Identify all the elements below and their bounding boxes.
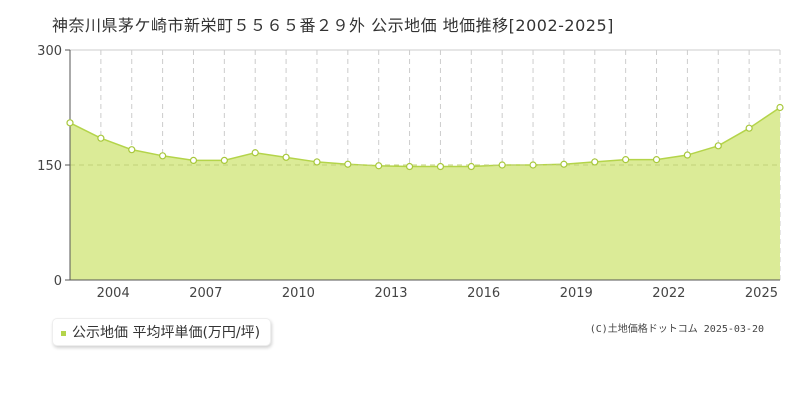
data-point (652, 156, 661, 164)
data-point (220, 156, 228, 164)
data-point (344, 160, 352, 168)
x-tick-label: 2004 (97, 286, 130, 301)
data-point (97, 134, 105, 142)
data-point (683, 151, 691, 159)
x-tick-label: 2019 (560, 286, 593, 301)
data-point (591, 158, 599, 166)
x-tick-label: 2022 (652, 286, 685, 301)
data-point (313, 158, 321, 166)
x-tick-label: 2016 (467, 286, 500, 301)
data-point (66, 119, 74, 127)
data-point (622, 156, 630, 164)
data-point (560, 160, 568, 168)
y-tick-label: 300 (37, 44, 62, 59)
data-point (251, 149, 259, 157)
y-tick-label: 150 (37, 159, 62, 174)
data-point (128, 146, 136, 154)
data-point (405, 162, 414, 171)
chart-legend: 公示地価 平均坪単価(万円/坪) (52, 318, 272, 346)
series-area (70, 107, 780, 280)
series-line (69, 106, 781, 168)
data-point (498, 161, 506, 169)
data-point (776, 103, 784, 112)
x-tick-label: 2025 (745, 286, 778, 301)
axis-layer (65, 49, 780, 281)
data-point (159, 152, 167, 160)
chart-title: 神奈川県茅ケ崎市新栄町５５６５番２９外 公示地価 地価推移[2002-2025] (52, 16, 614, 35)
legend-label: 公示地価 平均坪単価(万円/坪) (72, 325, 261, 341)
data-point (467, 162, 475, 171)
data-point (436, 162, 445, 171)
data-point (282, 153, 290, 161)
x-tick-label: 2013 (374, 286, 407, 301)
data-point (529, 161, 537, 169)
marker-layer (66, 103, 784, 171)
y-tick-label: 0 (54, 274, 62, 289)
data-point (745, 124, 753, 132)
label-layer: 0 150 300 2004 2007 2010 2013 2016 2019 2022 2025 (37, 44, 778, 301)
area-layer (69, 106, 781, 280)
data-point (714, 142, 722, 150)
data-point (189, 156, 198, 164)
data-point (375, 162, 383, 170)
x-tick-label: 2010 (282, 286, 315, 301)
x-tick-label: 2007 (189, 286, 222, 301)
source-credit: (C)土地価格ドットコム 2025-03-20 (589, 324, 764, 335)
legend-swatch (61, 330, 66, 336)
